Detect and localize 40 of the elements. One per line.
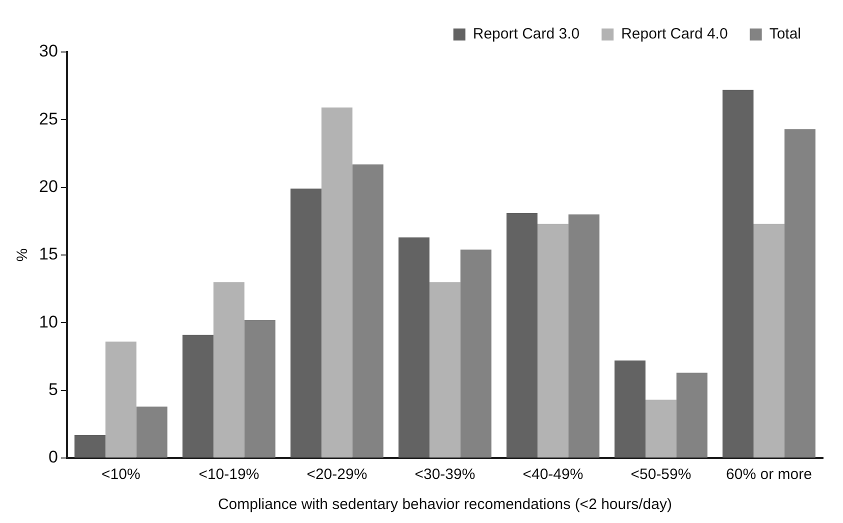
bar <box>460 250 492 458</box>
y-tick-label: 25 <box>38 109 58 128</box>
bar <box>136 406 168 458</box>
x-axis-title: Compliance with sedentary behavior recomendations (<2 hours/day) <box>218 496 672 514</box>
bar <box>321 107 352 458</box>
legend-label: Total <box>769 26 802 43</box>
x-tick-label: <30-39% <box>414 466 476 484</box>
bar <box>105 342 136 458</box>
y-tick-label: 5 <box>48 380 58 400</box>
y-tick-label: 20 <box>38 177 58 196</box>
bar <box>784 129 816 458</box>
y-tick-label: 0 <box>48 448 58 467</box>
y-tick-label: 10 <box>38 312 58 332</box>
y-tick-label: 15 <box>38 244 58 264</box>
y-axis-title: % <box>14 248 32 262</box>
bar <box>754 224 784 458</box>
bar <box>568 214 600 458</box>
x-tick-label: <20-29% <box>306 466 368 484</box>
legend-label: Report Card 4.0 <box>621 26 728 43</box>
bar <box>506 213 538 458</box>
x-tick-label: <50-59% <box>630 466 692 484</box>
bar <box>676 372 708 458</box>
bar <box>537 224 568 458</box>
bar <box>213 282 244 458</box>
bar <box>182 334 214 458</box>
x-tick-label: 60% or more <box>726 466 812 484</box>
x-tick-label: <10-19% <box>198 466 260 484</box>
bar <box>722 90 754 458</box>
x-tick-label: <10% <box>102 466 140 484</box>
bar <box>290 188 322 458</box>
bar <box>244 320 276 458</box>
y-tick-label: 30 <box>38 42 58 61</box>
legend-label: Report Card 3.0 <box>472 26 580 43</box>
bar <box>74 434 106 458</box>
bar <box>614 360 646 458</box>
bar <box>646 400 676 458</box>
bar <box>429 282 460 458</box>
bar <box>398 237 430 458</box>
x-tick-label: <40-49% <box>522 466 584 484</box>
bar <box>352 164 384 458</box>
